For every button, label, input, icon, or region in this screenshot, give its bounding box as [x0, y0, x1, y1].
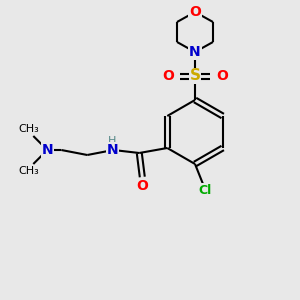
Text: CH₃: CH₃ — [18, 166, 39, 176]
Text: N: N — [189, 45, 201, 59]
Text: O: O — [189, 5, 201, 19]
Text: N: N — [41, 143, 53, 157]
Text: N: N — [106, 143, 118, 157]
Text: S: S — [190, 68, 200, 83]
Text: CH₃: CH₃ — [18, 124, 39, 134]
Text: Cl: Cl — [198, 184, 212, 196]
Text: H: H — [108, 136, 116, 146]
Text: N: N — [189, 45, 201, 59]
Text: O: O — [162, 69, 174, 83]
Text: O: O — [216, 69, 228, 83]
Text: O: O — [136, 179, 148, 193]
